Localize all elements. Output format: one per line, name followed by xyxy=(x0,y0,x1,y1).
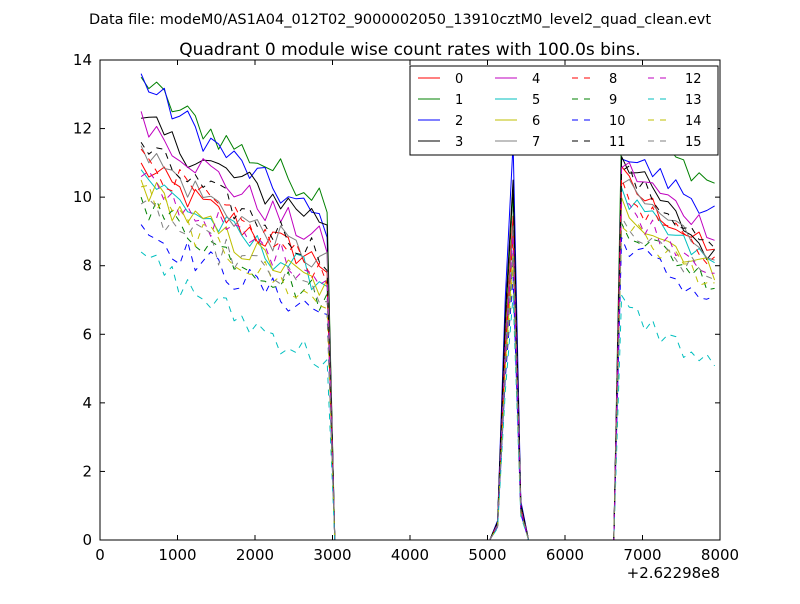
y-tick-label-14: 14 xyxy=(73,51,92,69)
x-tick-label-4000: 4000 xyxy=(391,546,429,564)
x-tick-label-2000: 2000 xyxy=(236,546,274,564)
x-tick-label-6000: 6000 xyxy=(546,546,584,564)
y-tick-label-4: 4 xyxy=(82,394,92,412)
legend-label-2: 2 xyxy=(455,114,463,129)
x-tick-labels: 0 1000 2000 3000 4000 5000 6000 7000 8000 xyxy=(95,546,739,564)
legend-label-14: 14 xyxy=(685,114,702,129)
x-axis-offset-label: +2.62298e8 xyxy=(627,564,720,582)
legend-label-6: 6 xyxy=(532,114,540,129)
series-line-13 xyxy=(140,251,716,541)
x-tick-label-7000: 7000 xyxy=(623,546,661,564)
series-line-4 xyxy=(140,111,715,541)
x-tick-label-5000: 5000 xyxy=(468,546,506,564)
y-tick-labels: 0 2 4 6 8 10 12 14 xyxy=(73,51,92,549)
x-tick-label-0: 0 xyxy=(95,546,105,564)
legend-label-12: 12 xyxy=(685,72,702,87)
series-line-8 xyxy=(140,148,715,541)
legend-label-0: 0 xyxy=(455,72,463,87)
legend-label-11: 11 xyxy=(609,135,626,150)
series-line-12 xyxy=(140,170,715,541)
legend-label-10: 10 xyxy=(609,114,626,129)
legend-label-7: 7 xyxy=(532,135,540,150)
y-tick-label-10: 10 xyxy=(73,188,92,206)
x-tick-label-8000: 8000 xyxy=(701,546,739,564)
legend-label-13: 13 xyxy=(685,93,702,108)
y-tick-label-6: 6 xyxy=(82,325,92,343)
legend-label-5: 5 xyxy=(532,93,540,108)
legend-label-4: 4 xyxy=(532,72,540,87)
x-tick-label-1000: 1000 xyxy=(158,546,196,564)
figure-suptitle: Data file: modeM0/AS1A04_012T02_90000020… xyxy=(89,12,711,28)
chart-title: Quadrant 0 module wise count rates with … xyxy=(179,40,640,60)
series-line-0 xyxy=(140,162,715,541)
series-line-7 xyxy=(140,145,715,541)
series-line-2 xyxy=(140,73,715,541)
series-line-10 xyxy=(140,224,715,541)
series-line-11 xyxy=(140,142,715,541)
series-line-6 xyxy=(140,179,716,541)
y-tick-label-2: 2 xyxy=(82,462,92,480)
legend-label-8: 8 xyxy=(609,72,617,87)
legend-label-9: 9 xyxy=(609,93,617,108)
y-tick-label-8: 8 xyxy=(82,257,92,275)
y-tick-label-12: 12 xyxy=(73,120,92,138)
series-layer xyxy=(140,73,716,541)
y-tick-label-0: 0 xyxy=(82,531,92,549)
ticks-layer xyxy=(99,59,721,541)
series-line-14 xyxy=(140,184,715,541)
legend-label-3: 3 xyxy=(455,135,463,150)
legend-box xyxy=(409,65,719,156)
x-tick-label-3000: 3000 xyxy=(313,546,351,564)
legend-label-15: 15 xyxy=(685,135,702,150)
legend-label-1: 1 xyxy=(455,93,463,108)
